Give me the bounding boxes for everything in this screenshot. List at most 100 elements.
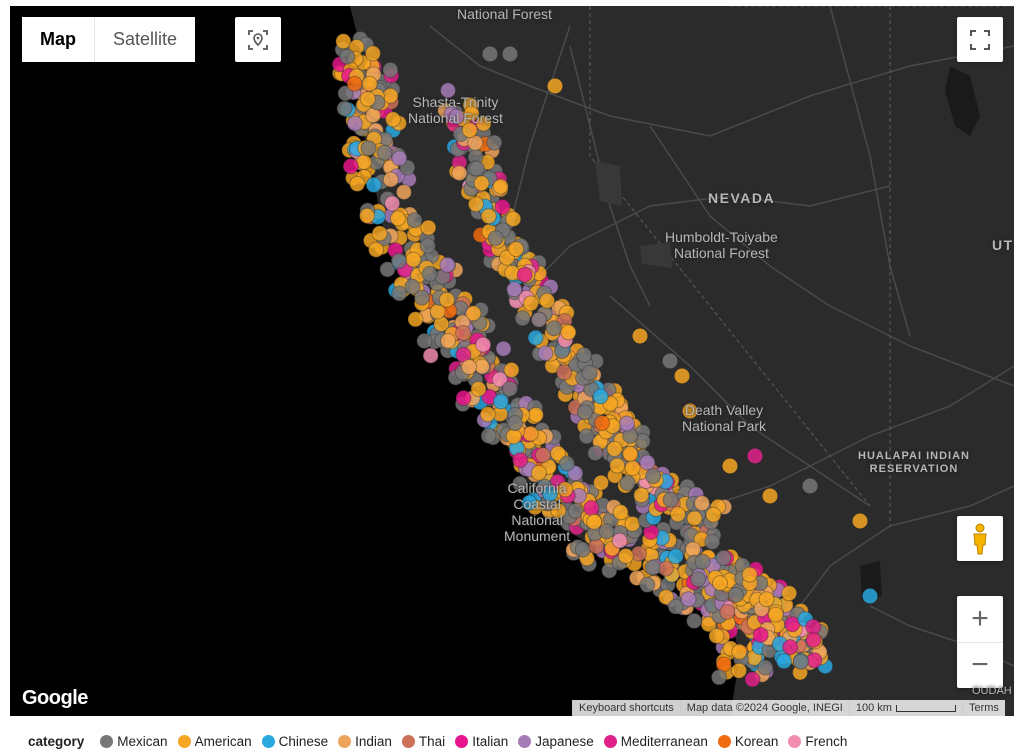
legend-item-american[interactable]: American xyxy=(177,734,252,749)
street-view-pegman-button[interactable] xyxy=(957,516,1003,561)
scale-bar[interactable]: 100 km xyxy=(848,700,962,716)
restaurant-marker xyxy=(487,230,504,247)
restaurant-marker xyxy=(507,415,523,432)
restaurant-marker xyxy=(359,207,376,224)
restaurant-marker xyxy=(461,122,478,139)
legend-item-mexican[interactable]: Mexican xyxy=(100,734,168,749)
restaurant-marker xyxy=(342,158,359,175)
restaurant-marker xyxy=(708,627,725,644)
restaurant-marker xyxy=(482,46,498,62)
restaurant-marker xyxy=(346,115,363,132)
pacific-ocean xyxy=(10,6,740,716)
restaurant-marker xyxy=(537,345,554,362)
restaurant-marker xyxy=(581,364,598,381)
restaurant-marker xyxy=(630,545,647,562)
restaurant-marker xyxy=(473,175,490,192)
restaurant-marker xyxy=(492,178,509,195)
restaurant-marker xyxy=(802,478,818,494)
restaurant-marker xyxy=(512,475,528,492)
legend-swatch-thai xyxy=(401,735,415,748)
legend-swatch-american xyxy=(177,735,191,748)
legend-item-korean[interactable]: Korean xyxy=(717,734,778,749)
legend-swatch-korean xyxy=(717,735,731,748)
restaurant-marker xyxy=(700,616,717,633)
restaurant-marker xyxy=(685,541,701,558)
restaurant-marker xyxy=(560,324,577,341)
restaurant-marker xyxy=(682,403,698,419)
restaurant-marker xyxy=(556,364,573,381)
restaurant-marker xyxy=(593,474,610,491)
restaurant-marker xyxy=(439,256,456,273)
restaurant-marker xyxy=(576,404,593,421)
restaurant-marker xyxy=(592,388,609,405)
restaurant-marker xyxy=(491,371,508,388)
restaurant-marker xyxy=(680,591,697,608)
zoom-control: + − xyxy=(957,596,1003,688)
restaurant-marker xyxy=(782,639,799,656)
restaurant-marker xyxy=(612,504,629,521)
restaurant-marker xyxy=(576,347,593,364)
restaurant-marker xyxy=(384,195,401,212)
restaurant-marker xyxy=(440,332,457,349)
map-type-satellite-button[interactable]: Satellite xyxy=(94,17,196,62)
terms-link[interactable]: Terms xyxy=(961,700,1005,716)
restaurant-marker xyxy=(618,415,635,432)
restaurant-marker xyxy=(448,108,465,125)
restaurant-marker xyxy=(527,329,544,346)
restaurant-marker xyxy=(405,251,422,268)
restaurant-marker xyxy=(784,616,801,633)
restaurant-marker xyxy=(752,626,769,643)
restaurant-marker xyxy=(550,502,567,519)
restaurant-marker xyxy=(505,428,522,445)
restaurant-marker xyxy=(704,533,721,550)
restaurant-marker xyxy=(364,45,381,62)
fullscreen-button[interactable] xyxy=(957,17,1003,62)
map-type-map-button[interactable]: Map xyxy=(22,17,94,62)
keyboard-shortcuts-link[interactable]: Keyboard shortcuts xyxy=(572,700,680,716)
restaurant-marker xyxy=(762,488,778,504)
restaurant-marker xyxy=(715,549,732,566)
restaurant-marker xyxy=(522,425,539,442)
restaurant-marker xyxy=(722,458,738,474)
restaurant-marker xyxy=(420,219,437,236)
legend-item-italian[interactable]: Italian xyxy=(455,734,508,749)
restaurant-marker xyxy=(567,465,584,482)
restaurant-marker xyxy=(657,560,674,577)
map-canvas[interactable]: Map Satellite + − National Forest Shasta… xyxy=(10,6,1014,716)
restaurant-marker xyxy=(360,140,377,157)
restaurant-marker xyxy=(542,485,558,502)
restaurant-marker xyxy=(467,134,484,151)
restaurant-marker xyxy=(667,598,684,615)
restaurant-marker xyxy=(406,212,423,229)
legend-item-chinese[interactable]: Chinese xyxy=(261,734,328,749)
restaurant-marker xyxy=(674,368,690,384)
restaurant-marker xyxy=(586,513,603,530)
restaurant-marker xyxy=(669,506,686,523)
restaurant-marker xyxy=(391,285,408,302)
restaurant-marker xyxy=(805,631,822,648)
restaurant-marker xyxy=(639,454,656,471)
restaurant-marker xyxy=(744,671,761,688)
legend-item-japanese[interactable]: Japanese xyxy=(518,734,594,749)
restaurant-marker xyxy=(862,588,878,604)
legend-item-mediterranean[interactable]: Mediterranean xyxy=(603,734,708,749)
locate-button[interactable] xyxy=(235,17,281,62)
legend-item-thai[interactable]: Thai xyxy=(401,734,445,749)
restaurant-marker xyxy=(606,440,623,457)
restaurant-marker xyxy=(455,325,471,341)
restaurant-marker xyxy=(461,359,478,375)
restaurant-marker xyxy=(337,85,354,102)
restaurant-marker xyxy=(781,585,798,602)
legend-item-french[interactable]: French xyxy=(788,734,847,749)
legend-item-indian[interactable]: Indian xyxy=(338,734,392,749)
restaurant-marker xyxy=(559,455,575,472)
zoom-out-button[interactable]: − xyxy=(971,648,989,682)
restaurant-marker xyxy=(506,281,523,298)
restaurant-marker xyxy=(486,134,503,151)
attribution-bar: Keyboard shortcuts Map data ©2024 Google… xyxy=(572,700,1005,716)
zoom-in-button[interactable]: + xyxy=(957,596,1003,643)
restaurant-marker xyxy=(731,643,748,660)
restaurant-marker xyxy=(731,662,747,679)
restaurant-marker xyxy=(711,669,727,686)
restaurant-marker xyxy=(645,468,662,485)
